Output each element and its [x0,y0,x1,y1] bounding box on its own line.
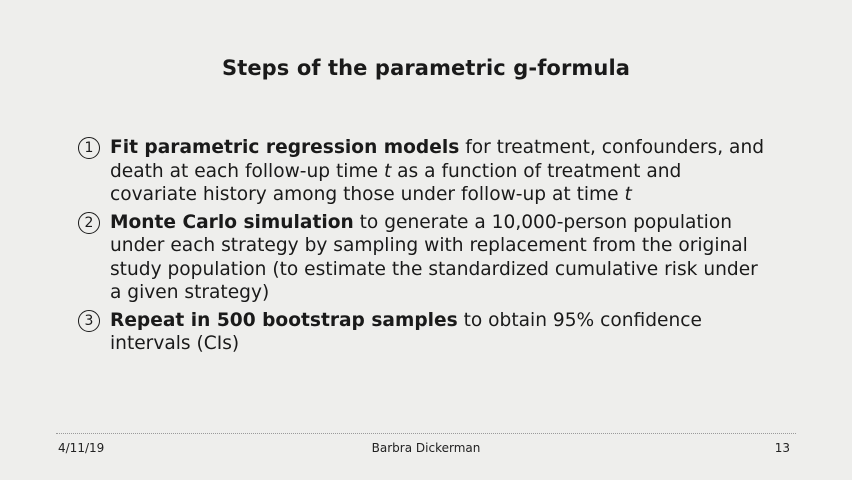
steps-list: 1 Fit parametric regression models for t… [78,136,768,360]
step-1: 1 Fit parametric regression models for t… [78,136,768,207]
step-text: Monte Carlo simulation to generate a 10,… [110,211,758,304]
footer-date: 4/11/19 [58,441,105,455]
step-text: Fit parametric regression models for tre… [110,137,765,205]
slide-title: Steps of the parametric g-formula [221,56,631,80]
step-heading: Fit parametric regression models [110,137,460,158]
step-text: Repeat in 500 bootstrap samples to obtai… [110,309,702,355]
footer-presenter: Barbra Dickerman [371,441,481,455]
step-2: 2 Monte Carlo simulation to generate a 1… [78,211,768,305]
time-variable: t [383,160,392,182]
page-number: 13 [774,441,790,455]
step-number: 1 [78,137,100,159]
footer-divider [56,433,796,434]
time-variable: t [624,184,632,205]
step-3: 3 Repeat in 500 bootstrap samples to obt… [78,309,768,356]
step-number: 3 [78,309,100,332]
step-number: 2 [78,211,100,234]
step-heading: Repeat in 500 bootstrap samples [110,309,458,331]
step-heading: Monte Carlo simulation [110,211,354,233]
